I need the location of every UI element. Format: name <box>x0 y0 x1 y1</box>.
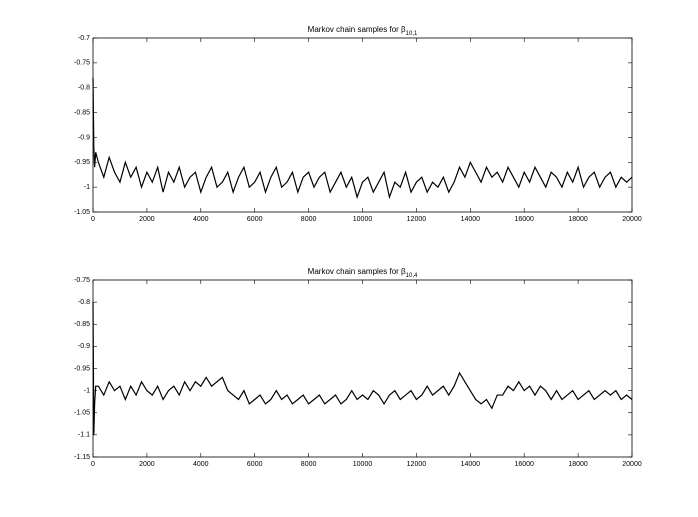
x-tick-label: 6000 <box>247 216 263 223</box>
x-tick-label: 12000 <box>407 216 427 223</box>
title-text: Markov chain samples for β <box>308 267 406 276</box>
x-tick-label: 18000 <box>568 461 588 468</box>
x-tick-label: 20000 <box>622 216 642 223</box>
x-tick-label: 0 <box>91 461 95 468</box>
x-tick-label: 2000 <box>139 461 155 468</box>
y-tick-label: -0.75 <box>74 60 90 67</box>
plot-frame <box>92 37 633 213</box>
chart: Markov chain samples for β10,4 -1.15 -1.1 -… <box>74 267 642 468</box>
y-tick-label: -0.85 <box>74 321 90 328</box>
y-tick-label: -0.8 <box>78 299 90 306</box>
x-tick-label: 4000 <box>193 461 209 468</box>
x-tick-label: 2000 <box>139 216 155 223</box>
x-tick-label: 14000 <box>461 216 481 223</box>
chart-title: Markov chain samples for β10,1 <box>308 25 418 36</box>
y-tick-label: -0.9 <box>78 343 90 350</box>
title-subscript: 10,4 <box>406 273 418 279</box>
y-tick-label: -1.05 <box>74 209 90 216</box>
title-subscript: 10,1 <box>406 31 418 37</box>
y-tick-label: -1 <box>84 184 90 191</box>
x-tick-label: 18000 <box>568 216 588 223</box>
trace-line <box>92 302 633 435</box>
y-tick-label: -1.05 <box>74 410 90 417</box>
y-tick-label: -1 <box>84 387 90 394</box>
x-tick-label: 16000 <box>514 216 534 223</box>
x-tick-label: 10000 <box>353 461 373 468</box>
y-tick-label: -0.85 <box>74 109 90 116</box>
y-tick-label: -1.1 <box>78 432 90 439</box>
x-tick-label: 20000 <box>622 461 642 468</box>
x-tick-label: 4000 <box>193 216 209 223</box>
y-tick-label: -1.15 <box>74 454 90 461</box>
x-tick-label: 16000 <box>514 461 534 468</box>
title-text: Markov chain samples for β <box>308 25 406 34</box>
x-tick-label: 6000 <box>247 461 263 468</box>
trace-line <box>92 77 633 200</box>
x-tick-label: 14000 <box>461 461 481 468</box>
x-tick-label: 8000 <box>301 461 317 468</box>
x-tick-label: 12000 <box>407 461 427 468</box>
x-tick-label: 10000 <box>353 216 373 223</box>
plot-frame <box>92 279 633 458</box>
chart-title: Markov chain samples for β10,4 <box>308 267 418 278</box>
x-tick-label: 0 <box>91 216 95 223</box>
y-tick-label: -0.75 <box>74 277 90 284</box>
y-tick-label: -0.7 <box>78 35 90 42</box>
y-tick-label: -0.95 <box>74 365 90 372</box>
chart: Markov chain samples for β10,1 -1.05 -1 -0.… <box>74 25 642 223</box>
y-tick-label: -0.95 <box>74 159 90 166</box>
y-tick-label: -0.9 <box>78 134 90 141</box>
y-tick-label: -0.8 <box>78 85 90 92</box>
x-tick-label: 8000 <box>301 216 317 223</box>
